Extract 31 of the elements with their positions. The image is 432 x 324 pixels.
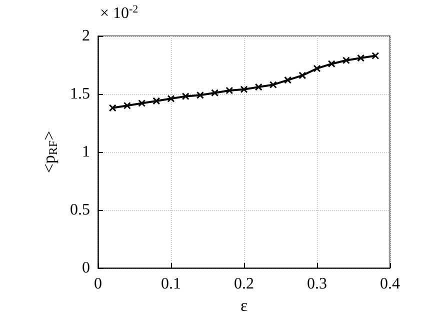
point [240, 86, 248, 94]
point [196, 91, 204, 99]
point [254, 83, 262, 91]
x-axis-title: ε [240, 296, 248, 315]
point [152, 97, 160, 105]
point [342, 56, 350, 64]
x-tick-label: 0.2 [234, 276, 254, 292]
y-tick-label: 0 [82, 260, 90, 276]
y-axis-title: <pRF> [40, 130, 60, 174]
point [211, 89, 219, 97]
point [284, 76, 292, 84]
point [108, 104, 116, 112]
x-tick-label: 0.1 [161, 276, 181, 292]
point [372, 52, 380, 60]
point [123, 102, 131, 110]
point [328, 60, 336, 68]
y-tick-label: 1.5 [70, 86, 90, 102]
x-tick-label: 0.4 [380, 276, 400, 292]
x-tick-label: 0.3 [307, 276, 327, 292]
point [269, 80, 277, 88]
y-tick-label: 0.5 [70, 202, 90, 218]
y-tick-label: 2 [82, 28, 90, 44]
point [182, 92, 190, 100]
point [298, 72, 306, 80]
point [167, 94, 175, 102]
x-tick-label: 0 [94, 276, 102, 292]
y-tick-label: 1 [82, 144, 90, 160]
point [138, 100, 146, 108]
point [226, 86, 234, 94]
point [357, 54, 365, 62]
point [313, 64, 321, 72]
